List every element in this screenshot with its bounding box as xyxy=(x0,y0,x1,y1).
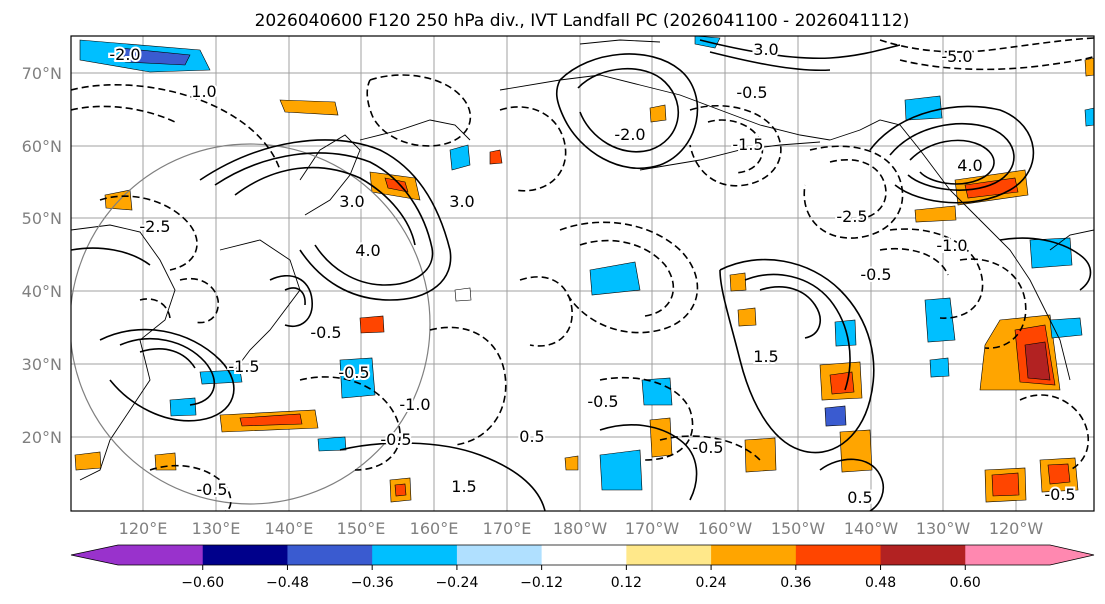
contour-label: -1.0 xyxy=(936,236,967,255)
lon-label: 130°E xyxy=(192,519,241,538)
colorbar-segment xyxy=(965,545,1051,565)
colorbar-segment xyxy=(541,545,627,565)
contour-label: -1.5 xyxy=(732,135,763,154)
contour-label: -1.0 xyxy=(399,395,430,414)
contour-label: -0.5 xyxy=(736,83,767,102)
contour-label: 4.0 xyxy=(957,156,982,175)
lat-label: 30°N xyxy=(22,355,62,374)
contour-label: 0.5 xyxy=(847,488,872,507)
positive-contours xyxy=(71,39,1092,511)
lon-label: 180°W xyxy=(553,519,608,538)
lon-label: 140°E xyxy=(265,519,314,538)
lon-label: 160°W xyxy=(698,519,753,538)
contour-label: -0.5 xyxy=(692,438,723,457)
colorbar-extend-max xyxy=(1050,545,1094,565)
contour-label: 3.0 xyxy=(753,40,778,59)
colorbar-tick-label: 0.60 xyxy=(950,575,981,591)
contour-label: 1.0 xyxy=(191,82,216,101)
lat-label: 20°N xyxy=(22,428,62,447)
colorbar-tick-label: 0.48 xyxy=(865,575,896,591)
latitude-labels: 70°N 60°N 50°N 40°N 30°N 20°N xyxy=(22,64,62,447)
colorbar-tick-label: 0.36 xyxy=(780,575,811,591)
colorbar: −0.60 −0.48 −0.36 −0.24 −0.12 0.12 0.24 0.36 0.4… xyxy=(70,544,1095,591)
lon-label: 120°W xyxy=(989,519,1044,538)
contour-label: -2.0 xyxy=(614,125,645,144)
contour-label: 3.0 xyxy=(449,192,474,211)
landfall-circle xyxy=(71,143,431,505)
lon-label: 170°W xyxy=(625,519,680,538)
colorbar-tick-label: −0.24 xyxy=(435,575,478,591)
contour-label: 3.0 xyxy=(339,192,364,211)
lat-label: 50°N xyxy=(22,209,62,228)
gridlines xyxy=(71,36,1094,511)
colorbar-segment xyxy=(626,545,712,565)
lon-label: 120°E xyxy=(119,519,168,538)
colorbar-segment xyxy=(287,545,373,565)
map-area: 3.0 3.0 4.0 -0.5 0.5 4.0 1.0 -0.5 1.5 -0… xyxy=(71,36,1094,511)
contour-label: -0.5 xyxy=(380,430,411,449)
colorbar-tick-label: −0.12 xyxy=(520,575,563,591)
colorbar-tick-label: 0.12 xyxy=(611,575,642,591)
lat-label: 70°N xyxy=(22,64,62,83)
colorbar-tick-label: −0.48 xyxy=(266,575,309,591)
contour-label: -0.5 xyxy=(196,480,227,499)
colorbar-outline xyxy=(70,544,1095,566)
colorbar-segment xyxy=(456,545,543,565)
contour-label: -5.0 xyxy=(941,47,972,66)
contour-label: -0.5 xyxy=(860,265,891,284)
lon-label: 140°W xyxy=(844,519,899,538)
colorbar-tick-label: −0.36 xyxy=(351,575,394,591)
contour-label: -0.5 xyxy=(1044,485,1075,504)
negative-contours xyxy=(71,37,1094,511)
map-frame xyxy=(70,35,1095,512)
contour-label: -1.5 xyxy=(228,357,259,376)
lat-label: 60°N xyxy=(22,137,62,156)
contour-label: 1.5 xyxy=(753,347,778,366)
colorbar-segment xyxy=(711,545,797,565)
colorbar-tick-label: 0.24 xyxy=(696,575,727,591)
colorbar-segment xyxy=(202,545,288,565)
colorbar-segment xyxy=(118,545,204,565)
contour-label: -2.5 xyxy=(836,207,867,226)
contour-label: -2.0 xyxy=(109,45,140,64)
contour-label: -0.5 xyxy=(587,392,618,411)
contour-label: -0.5 xyxy=(310,323,341,342)
colorbar-segment xyxy=(372,545,458,565)
lon-label: 150°W xyxy=(771,519,826,538)
contour-label: -0.5 xyxy=(338,363,369,382)
colorbar-segment xyxy=(880,545,966,565)
contour-label: -2.5 xyxy=(139,217,170,236)
longitude-labels: 120°E 130°E 140°E 150°E 160°E 170°E 180°… xyxy=(119,519,1044,538)
contour-label: 0.5 xyxy=(519,427,544,446)
lon-label: 160°E xyxy=(410,519,459,538)
colorbar-segment xyxy=(795,545,882,565)
chart-title: 2026040600 F120 250 hPa div., IVT Landfa… xyxy=(255,11,910,31)
lat-label: 40°N xyxy=(22,282,62,301)
contour-label: 1.5 xyxy=(451,477,476,496)
lon-label: 150°E xyxy=(337,519,386,538)
contour-label: 4.0 xyxy=(355,241,380,260)
colorbar-tick-label: −0.60 xyxy=(181,575,224,591)
shaded-divergence xyxy=(74,36,1094,503)
lon-label: 170°E xyxy=(483,519,532,538)
contour-labels: 3.0 3.0 4.0 -0.5 0.5 4.0 1.0 -0.5 1.5 -0… xyxy=(107,38,1077,509)
colorbar-extend-min xyxy=(71,545,118,565)
lon-label: 130°W xyxy=(916,519,971,538)
